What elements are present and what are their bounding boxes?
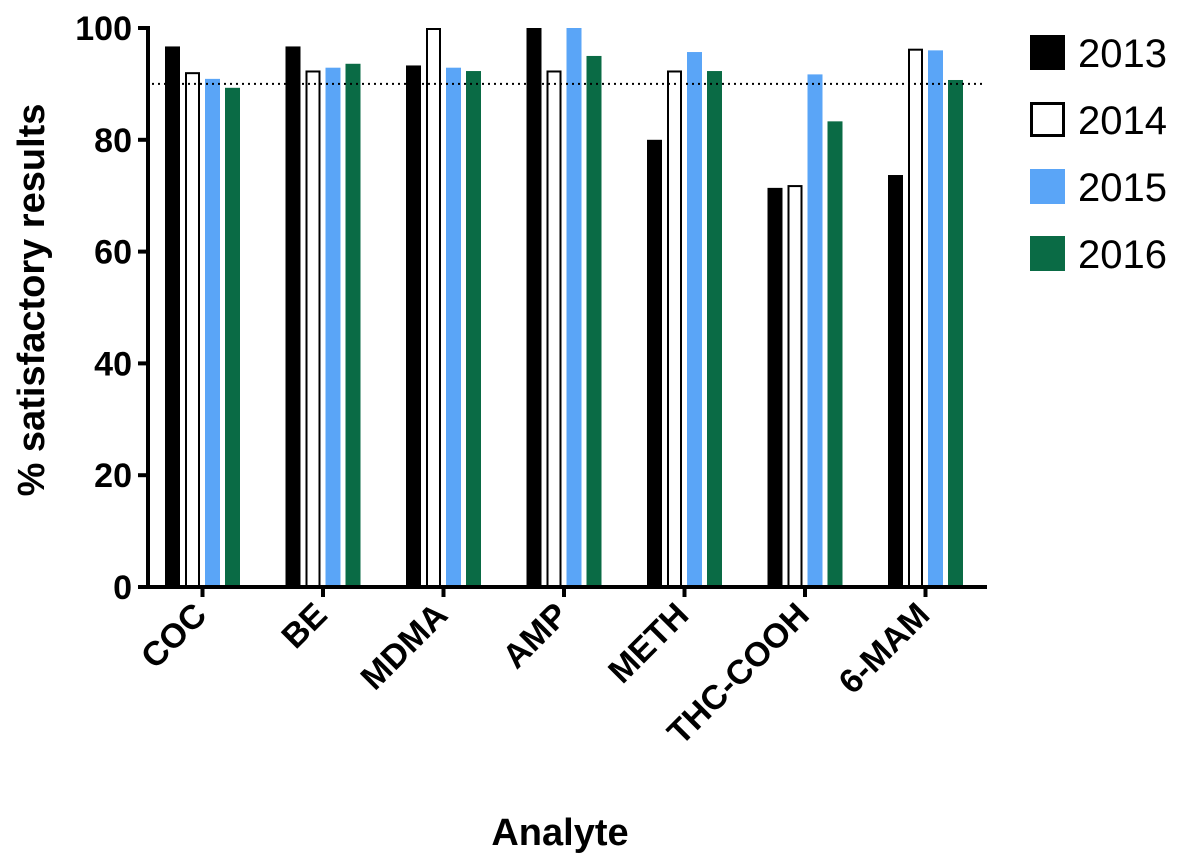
x-tick-label: BE (274, 596, 334, 656)
y-axis-title: % satisfactory results (11, 104, 53, 497)
y-tick-label: 100 (75, 10, 132, 48)
bar-2014-thc-cooh (787, 185, 803, 588)
legend-swatch-2013 (1030, 35, 1065, 70)
bar-2013-meth (647, 139, 662, 588)
bar-2013-coc (165, 46, 180, 587)
y-tick-label: 80 (94, 122, 132, 160)
bar-2014-6-mam (908, 48, 923, 589)
y-tick-label: 0 (113, 569, 132, 607)
bar-2015-6-mam (928, 50, 943, 588)
x-axis-title: Analyte (491, 812, 628, 854)
bar-2014-amp (546, 70, 562, 588)
bar-2013-thc-cooh (767, 187, 783, 587)
legend-label: 2014 (1078, 99, 1167, 143)
legend-label: 2013 (1078, 32, 1167, 76)
bar-2015-be (325, 67, 341, 587)
bar-2014-coc (185, 72, 200, 588)
bar-2013-6-mam (888, 175, 903, 587)
bar-2016-thc-cooh (827, 121, 843, 587)
y-axis: 0 20 40 60 80 100 (75, 10, 150, 607)
bar-2014-be (305, 70, 321, 588)
legend: 2013 2014 2015 2016 (1030, 32, 1167, 277)
y-tick-label: 20 (94, 457, 132, 495)
bar-2013-mdma (406, 65, 421, 587)
legend-label: 2016 (1078, 233, 1167, 277)
y-tick-label: 40 (94, 345, 132, 383)
legend-label: 2015 (1078, 166, 1167, 210)
legend-swatch-2015 (1030, 169, 1065, 204)
bar-2014-mdma (426, 28, 441, 588)
bar-2016-coc (225, 87, 240, 588)
legend-swatch-2016 (1030, 236, 1065, 271)
bar-2015-mdma (446, 67, 461, 587)
x-tick-label: COC (134, 596, 214, 676)
bar-2016-mdma (466, 71, 481, 588)
bar-2013-be (285, 46, 301, 587)
x-tick-label: METH (601, 596, 696, 691)
legend-swatch-2014 (1030, 102, 1065, 137)
y-tick-label: 60 (94, 234, 132, 272)
x-tick-label: 6-MAM (831, 596, 937, 702)
bar-2014-meth (667, 70, 682, 588)
bars (165, 28, 963, 589)
bar-2015-thc-cooh (807, 74, 823, 588)
bar-2016-6-mam (948, 79, 963, 587)
bar-2015-coc (205, 78, 220, 587)
bar-2016-be (345, 63, 361, 587)
bar-2016-meth (707, 71, 722, 588)
x-tick-label: MDMA (353, 596, 455, 698)
bar-2015-meth (687, 52, 702, 588)
bar-2015-amp (566, 28, 582, 587)
bar-2016-amp (586, 55, 602, 587)
bar-2013-amp (526, 28, 542, 587)
x-tick-label: AMP (495, 596, 575, 676)
